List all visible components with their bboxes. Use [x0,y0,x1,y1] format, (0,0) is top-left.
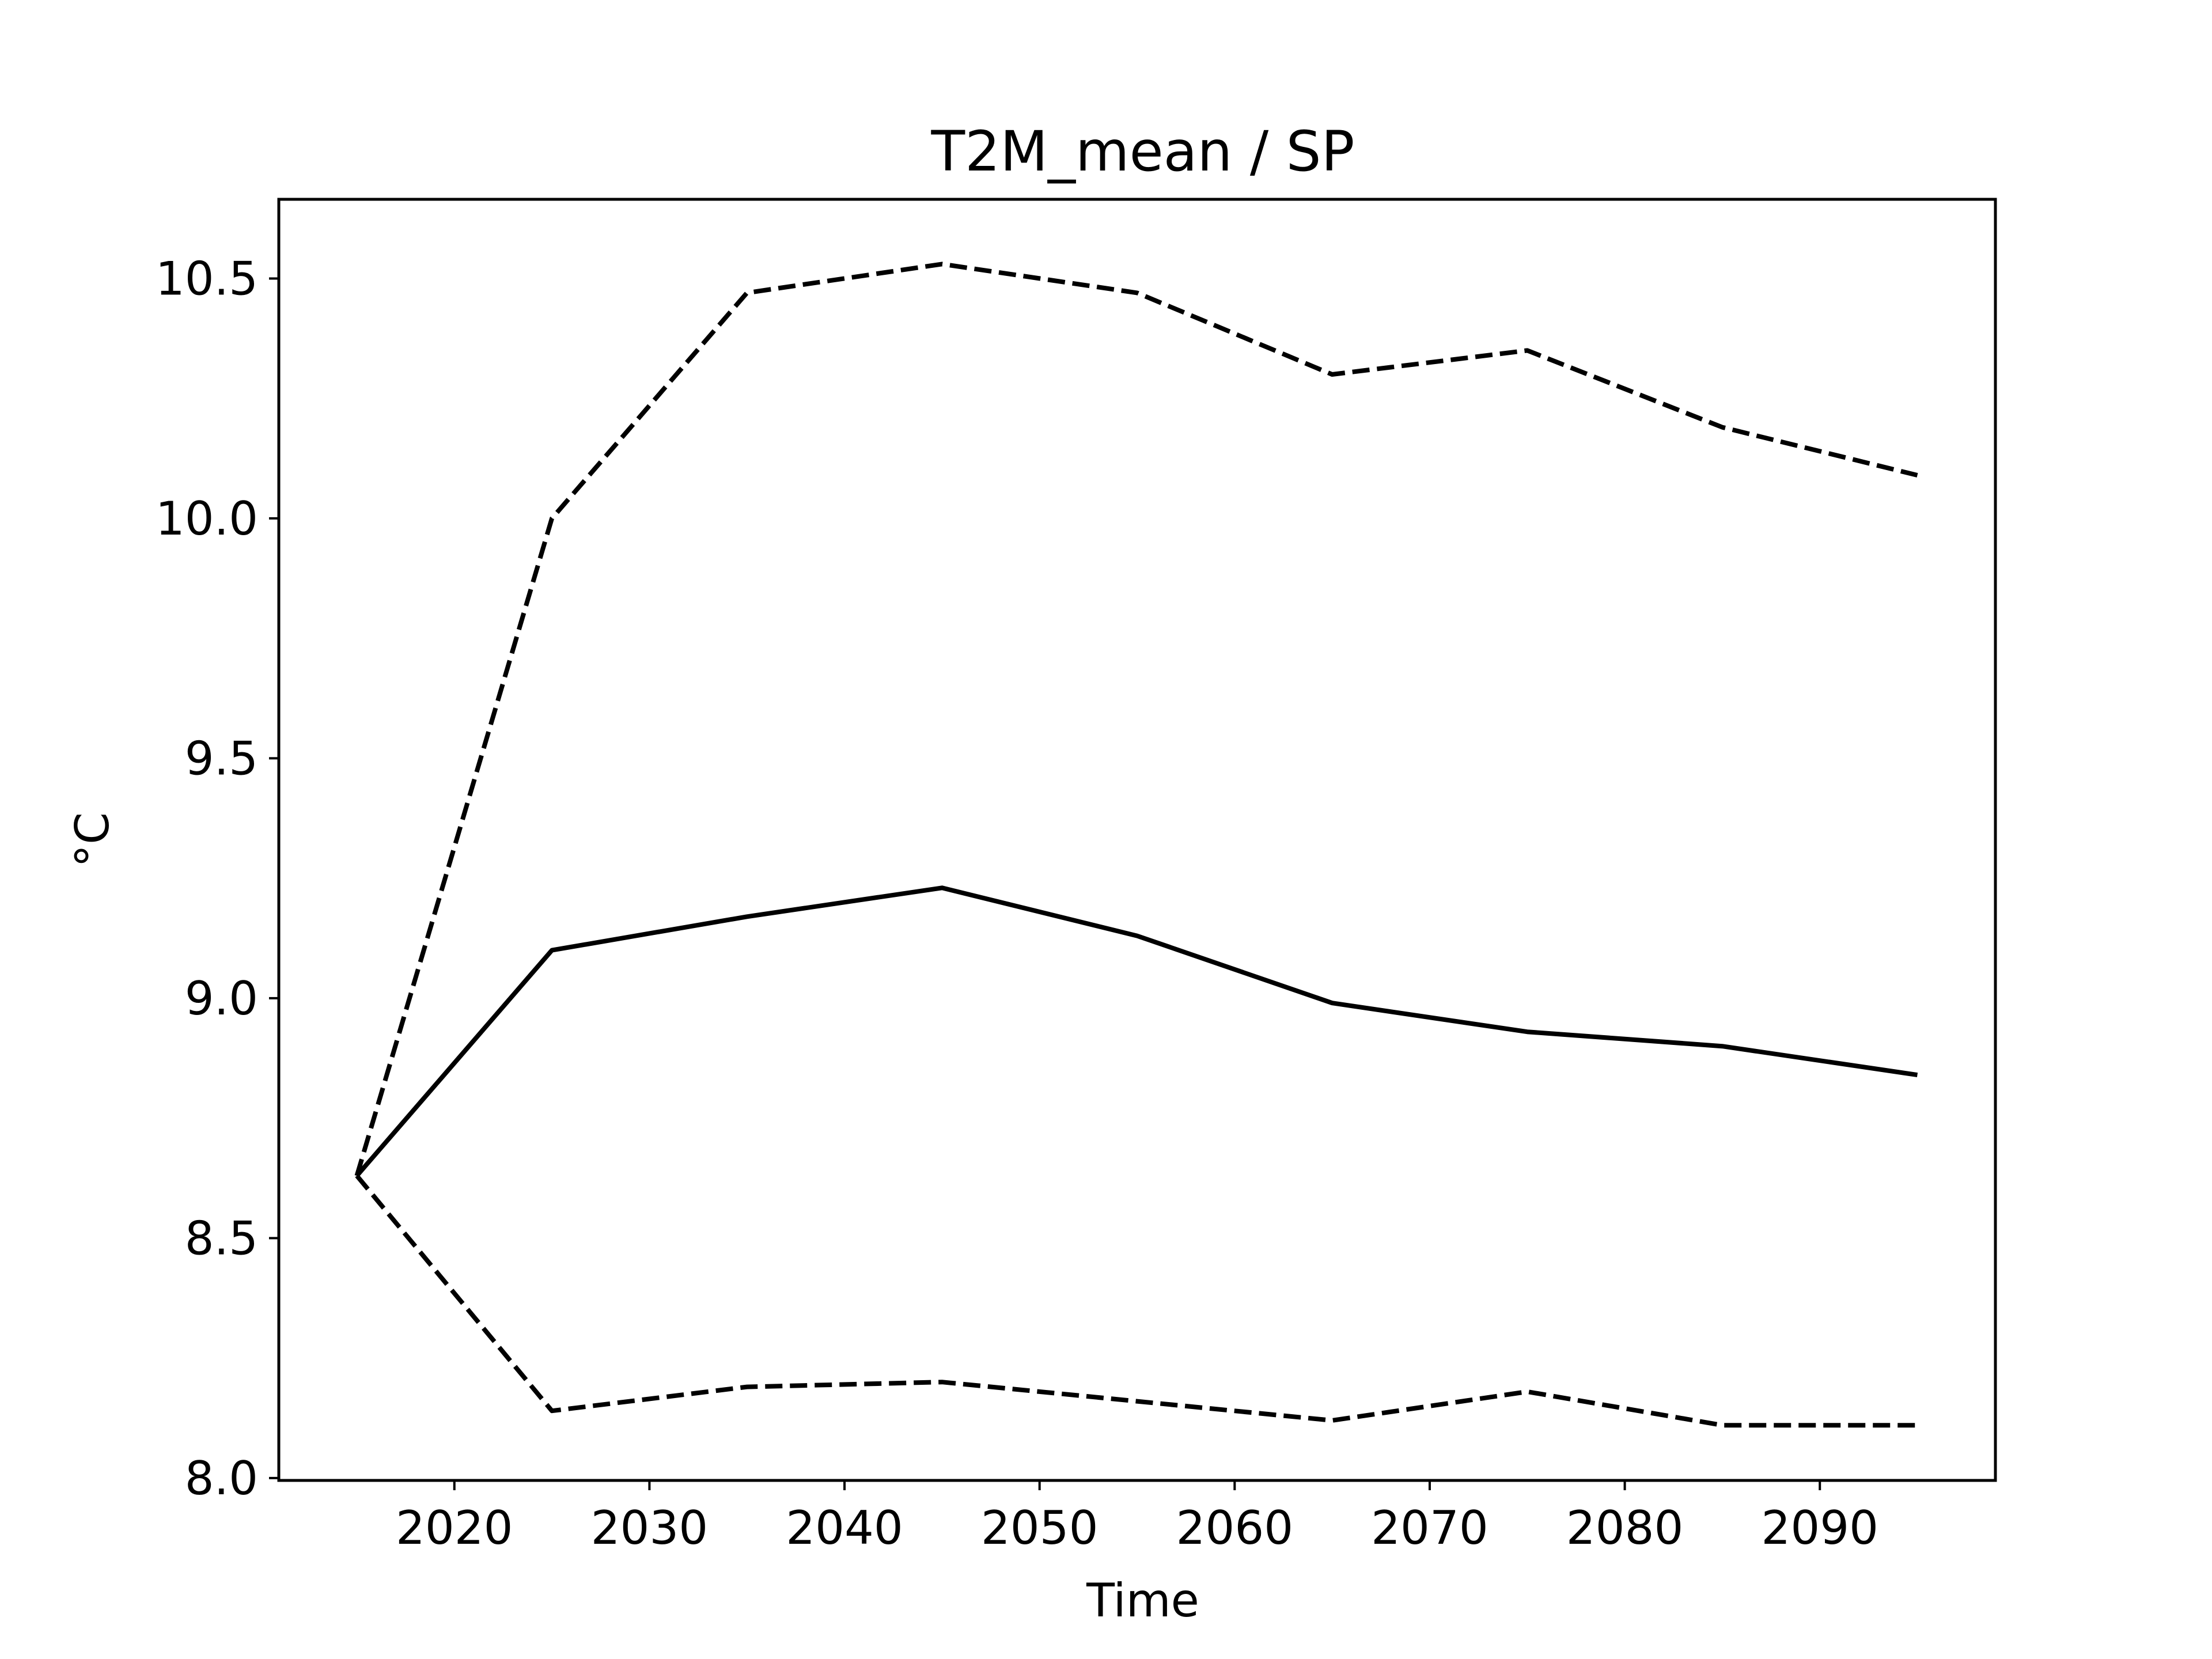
x-axis-label: Time [1086,1574,1199,1627]
x-tick-label: 2050 [981,1501,1099,1555]
x-tick-label: 2070 [1371,1501,1488,1555]
plot-frame [277,198,1997,1482]
x-tick-label: 2090 [1761,1501,1878,1555]
y-tick-label: 9.0 [185,972,258,1025]
x-tick-label: 2080 [1566,1501,1684,1555]
series-layer [354,262,1918,1428]
y-tick-label: 8.0 [185,1452,258,1505]
y-tick-label: 10.5 [156,252,258,305]
series-line-1 [354,262,1918,1177]
x-tick-label: 2060 [1176,1501,1294,1555]
series-line-2 [355,885,1918,1177]
x-tick-label: 2040 [786,1501,903,1555]
chart-title: T2M_mean / SP [931,119,1355,184]
y-tick-label: 8.5 [185,1211,258,1265]
y-tick-label: 10.0 [156,492,258,546]
y-axis-label: °C [66,812,119,868]
y-tick-label: 9.5 [185,732,258,785]
x-axis-ticks: 2020 2030 2040 2050 2060 2070 2080 2090 [396,1480,1878,1555]
series-line-3 [355,1174,1918,1428]
x-tick-label: 2030 [591,1501,709,1555]
y-axis-ticks: 8.0 8.5 9.0 9.5 10.0 10.5 [156,252,279,1505]
x-tick-label: 2020 [396,1501,513,1555]
